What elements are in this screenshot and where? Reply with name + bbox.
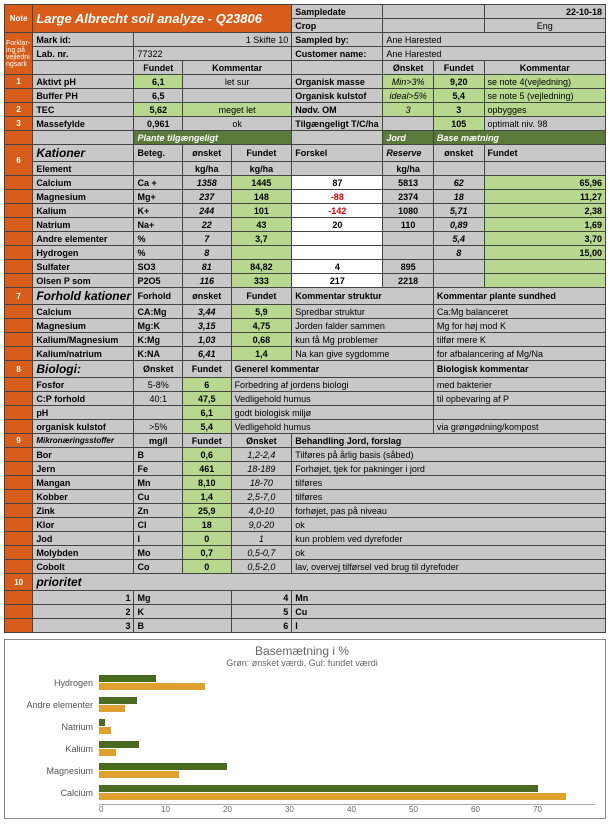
note-side: Forklar-ing påvejledningsark [5,33,33,75]
sampledate-lbl: Sampledate [292,5,383,19]
report-title: Large Albrecht soil analyze - Q23806 [33,5,292,33]
base-saturation-chart: Basemætning i % Grøn: ønsket værdi, Gul:… [4,639,606,819]
soil-report-table: Note Large Albrecht soil analyze - Q2380… [4,4,606,633]
note-header: Note [5,5,33,33]
crop: Eng [484,19,606,33]
sampledate: 22-10-18 [484,5,606,19]
crop-lbl: Crop [292,19,383,33]
